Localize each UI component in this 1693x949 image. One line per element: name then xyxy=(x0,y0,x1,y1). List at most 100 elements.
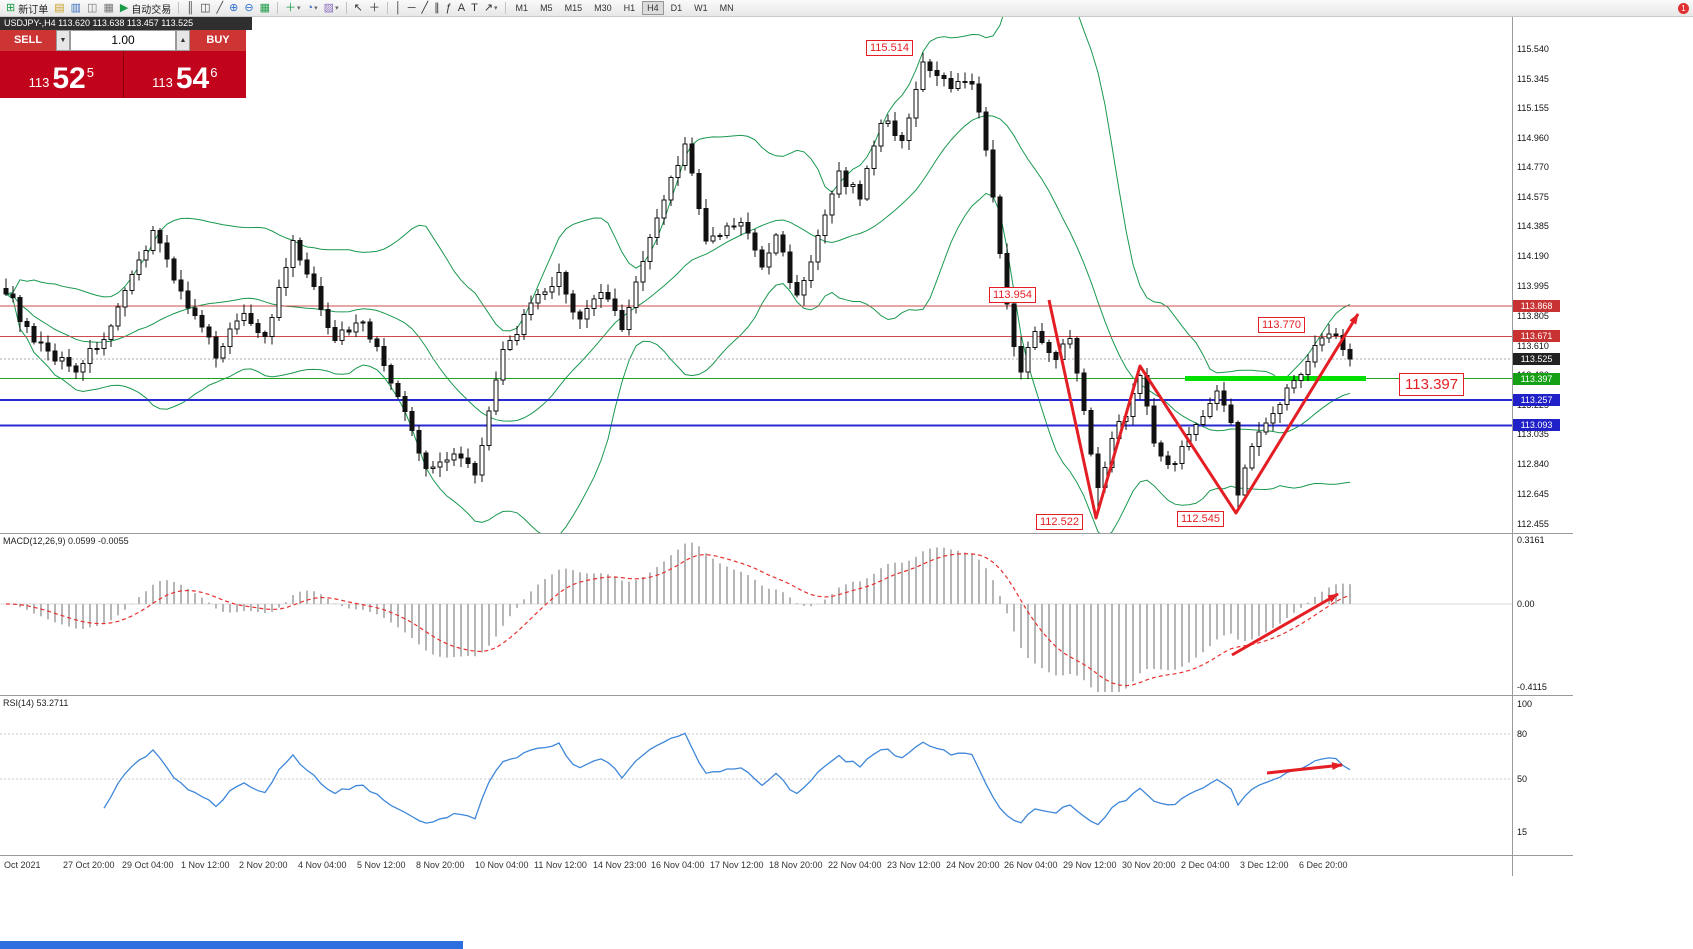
notification-badge[interactable]: 1 xyxy=(1678,3,1689,14)
rsi-scale-15: 15 xyxy=(1517,827,1528,837)
market-watch-icon[interactable]: ◫ xyxy=(84,1,100,16)
price-callout-113.770[interactable]: 113.770 xyxy=(1258,317,1305,333)
periods-icon-dropdown[interactable]: ▾ xyxy=(314,5,318,12)
candle-chart-type-icon[interactable]: ◫ xyxy=(197,1,213,16)
navigator-icon[interactable]: ▦ xyxy=(100,1,116,16)
price-marker-113.257: 113.257 xyxy=(1513,394,1560,406)
bar-chart-type-icon[interactable]: ║ xyxy=(183,1,197,16)
channel-icon-glyph: ∥ xyxy=(434,1,440,14)
rsi-scale-100: 100 xyxy=(1517,699,1533,709)
macd-chart[interactable] xyxy=(0,534,1512,695)
timeframe-d1[interactable]: D1 xyxy=(670,3,683,13)
indicators-icon[interactable]: ＋ ▾ xyxy=(282,1,304,16)
templates-icon[interactable]: ▨ ▾ xyxy=(321,1,342,16)
market-watch-icon-glyph: ◫ xyxy=(87,1,98,14)
price-callout-big[interactable]: 113.397 xyxy=(1399,373,1465,396)
panel-separator[interactable] xyxy=(0,533,1573,534)
timeframe-m30[interactable]: M30 xyxy=(594,3,612,13)
time-label: 16 Nov 04:00 xyxy=(651,860,705,870)
main-chart-panel[interactable]: 115.514 113.954 113.770 112.522 112.545 113.3… xyxy=(0,17,1573,533)
time-label: 27 Oct 20:00 xyxy=(63,860,115,870)
volume-increment-button[interactable]: ▲ xyxy=(176,30,190,51)
arrows-tool-icon[interactable]: ↗ ▾ xyxy=(481,1,501,16)
periods-icon[interactable]: ◔ ▾ xyxy=(304,1,321,16)
zoom-in-icon[interactable]: ⊕ xyxy=(226,1,241,16)
buy-price-display[interactable]: 113 54 6 xyxy=(123,51,246,98)
price-callout-113.954[interactable]: 113.954 xyxy=(989,287,1036,303)
time-label: 4 Nov 04:00 xyxy=(298,860,347,870)
macd-panel[interactable]: MACD(12,26,9) 0.0599 -0.0055 0.3161 0.00 -… xyxy=(0,534,1573,695)
time-axis[interactable]: Oct 2021 27 Oct 20:00 29 Oct 04:00 1 Nov 12… xyxy=(0,856,1573,876)
timeframe-h4[interactable]: H4 xyxy=(642,1,664,15)
tile-windows-icon[interactable]: ▦ xyxy=(257,1,273,16)
buy-button[interactable]: BUY xyxy=(190,30,246,51)
profiles-icon-glyph: ▥ xyxy=(70,1,82,14)
timeframe-w1[interactable]: W1 xyxy=(694,3,708,13)
label-icon[interactable]: T xyxy=(468,1,481,16)
fibonacci-icon[interactable]: ƒ xyxy=(443,1,455,16)
crosshair-icon-glyph: ＋ xyxy=(368,1,380,14)
time-label: 6 Dec 20:00 xyxy=(1299,860,1348,870)
timeframe-mn[interactable]: MN xyxy=(719,3,734,13)
sell-price-display[interactable]: 113 52 5 xyxy=(0,51,123,98)
templates-icon-dropdown[interactable]: ▾ xyxy=(335,5,339,12)
buy-price-sup: 6 xyxy=(210,65,218,80)
channel-icon[interactable]: ∥ xyxy=(431,1,443,16)
charts-icon[interactable]: ▤ xyxy=(51,1,67,16)
time-label: 14 Nov 23:00 xyxy=(593,860,647,870)
text-icon[interactable]: A xyxy=(455,1,468,16)
periods-icon-glyph: ◔ xyxy=(306,1,314,14)
vertical-line-icon[interactable]: │ xyxy=(392,1,405,16)
rsi-chart[interactable] xyxy=(0,696,1512,855)
time-label: 26 Nov 04:00 xyxy=(1004,860,1058,870)
price-tick: 112.645 xyxy=(1517,489,1549,499)
panel-separator[interactable] xyxy=(0,695,1573,696)
indicators-icon-dropdown[interactable]: ▾ xyxy=(296,5,301,12)
timeframe-m15[interactable]: M15 xyxy=(564,3,583,13)
volume-decrement-button[interactable]: ▼ xyxy=(56,30,70,51)
price-callout-112.522[interactable]: 112.522 xyxy=(1036,514,1083,530)
autotrade-button[interactable]: ▶ 自动交易 xyxy=(117,1,174,16)
macd-trend-arrow[interactable] xyxy=(1231,592,1339,657)
cursor-icon[interactable]: ↖ xyxy=(351,1,366,16)
price-callout-112.545[interactable]: 112.545 xyxy=(1177,511,1224,527)
timeframe-h1[interactable]: H1 xyxy=(623,3,636,13)
macd-scale-0.00: 0.00 xyxy=(1517,599,1535,609)
price-tick: 114.960 xyxy=(1517,133,1549,143)
indicators-icon-glyph: ＋ xyxy=(284,1,296,14)
time-label: 2 Dec 04:00 xyxy=(1181,860,1230,870)
timeframe-m1[interactable]: M1 xyxy=(515,3,529,13)
profiles-icon[interactable]: ▥ xyxy=(68,1,84,16)
price-tick: 113.805 xyxy=(1517,311,1549,321)
text-icon-glyph: A xyxy=(457,1,466,14)
rsi-label: RSI(14) 53.2711 xyxy=(3,698,69,708)
charts-icon-glyph: ▤ xyxy=(54,1,65,14)
rsi-panel[interactable]: RSI(14) 53.2711 100 80 50 15 xyxy=(0,696,1573,855)
trend-arrow-zigzag[interactable] xyxy=(1047,299,1360,520)
line-chart-type-icon[interactable]: ╱ xyxy=(214,1,227,16)
autotrade-button-label: 自动交易 xyxy=(131,4,172,16)
candlestick-chart[interactable] xyxy=(0,17,1512,533)
price-tick: 114.575 xyxy=(1517,192,1549,202)
macd-scale--0.4115: -0.4115 xyxy=(1517,682,1547,692)
sell-button[interactable]: SELL xyxy=(0,30,56,51)
trendline-icon[interactable]: ╱ xyxy=(418,1,431,16)
macd-signal-line xyxy=(5,553,1351,687)
volume-input[interactable] xyxy=(70,30,176,51)
bar-chart-type-icon-glyph: ║ xyxy=(186,1,195,14)
price-callout-115.514[interactable]: 115.514 xyxy=(866,40,913,56)
rsi-trend-arrow[interactable] xyxy=(1266,762,1343,775)
price-marker-113.671: 113.671 xyxy=(1513,330,1560,342)
taskbar-fragment xyxy=(0,941,463,949)
rsi-scale-50: 50 xyxy=(1517,774,1528,784)
price-tick: 113.995 xyxy=(1517,281,1549,291)
arrows-tool-icon-dropdown[interactable]: ▾ xyxy=(494,5,498,12)
horizontal-line-icon[interactable]: ─ xyxy=(405,1,419,16)
timeframe-m5[interactable]: M5 xyxy=(540,3,553,13)
zoom-out-icon[interactable]: ⊖ xyxy=(241,1,256,16)
crosshair-icon[interactable]: ＋ xyxy=(366,1,383,16)
price-marker-113.868: 113.868 xyxy=(1513,300,1560,312)
time-label: 10 Nov 04:00 xyxy=(475,860,529,870)
new-order-button[interactable]: ⊞ 新订单 xyxy=(3,1,51,16)
